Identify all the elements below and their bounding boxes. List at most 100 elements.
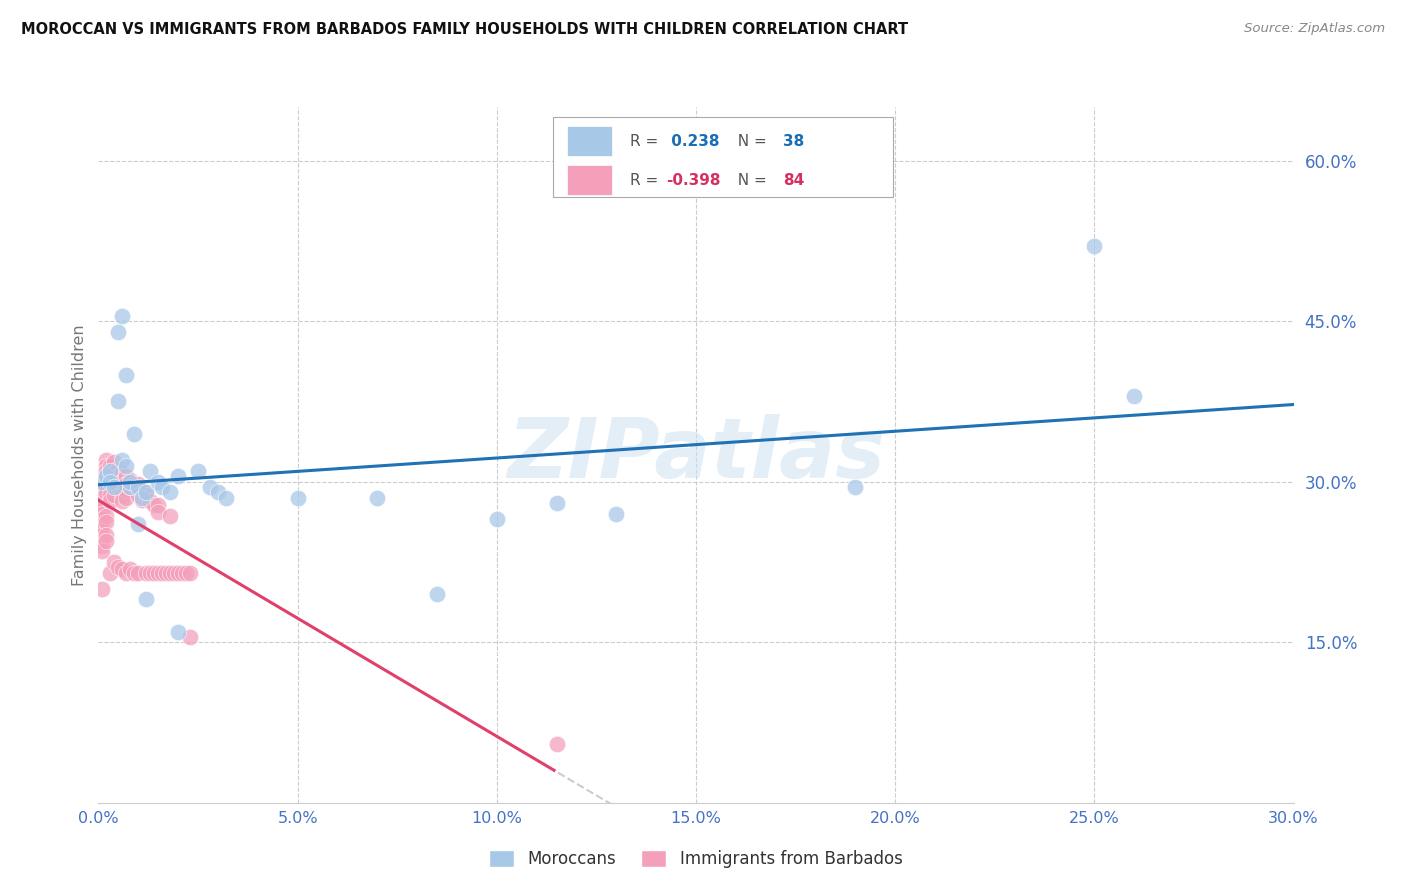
Point [107,560,129,574]
Point [107,469,129,483]
Point [124,426,146,441]
Point [366,491,388,505]
Point [546,496,568,510]
Point [120,473,142,487]
Point [135,592,157,607]
Point [100,566,122,580]
Point [91,491,114,505]
Point [159,485,181,500]
Point [167,566,190,580]
Point [172,566,194,580]
Text: R =: R = [630,172,664,187]
Point [91,480,114,494]
Point [546,737,568,751]
Point [103,466,125,480]
Point [150,480,173,494]
Point [100,475,122,489]
Point [96,528,118,542]
Point [426,587,449,601]
Point [139,464,162,478]
Text: 38: 38 [783,134,804,149]
Point [91,528,114,542]
Point [120,480,142,494]
Point [91,469,114,483]
Point [96,508,118,523]
Point [167,624,190,639]
Point [96,458,118,473]
Point [96,516,118,530]
Point [115,469,138,483]
Point [187,464,209,478]
Point [115,483,138,498]
Point [111,494,134,508]
Point [103,555,125,569]
Point [215,491,238,505]
Point [485,512,508,526]
Point [127,487,149,501]
Point [91,475,114,489]
Point [148,566,170,580]
Point [91,507,114,521]
Point [100,473,122,487]
Point [91,475,114,489]
Point [111,309,134,323]
Point [91,544,114,558]
Text: -0.398: -0.398 [666,172,721,187]
Text: Source: ZipAtlas.com: Source: ZipAtlas.com [1244,22,1385,36]
Point [91,485,114,500]
Point [135,566,157,580]
Y-axis label: Family Households with Children: Family Households with Children [72,324,87,586]
Point [163,566,186,580]
Text: N =: N = [728,134,772,149]
Point [174,566,197,580]
FancyBboxPatch shape [567,126,613,156]
Point [159,566,181,580]
Point [1123,389,1146,403]
Point [91,501,114,516]
Point [96,469,118,483]
Point [96,469,118,483]
Point [120,475,142,489]
Point [115,566,138,580]
Point [131,491,153,505]
Point [127,566,149,580]
Text: R =: R = [630,134,664,149]
Point [135,485,157,500]
Text: MOROCCAN VS IMMIGRANTS FROM BARBADOS FAMILY HOUSEHOLDS WITH CHILDREN CORRELATION: MOROCCAN VS IMMIGRANTS FROM BARBADOS FAM… [21,22,908,37]
Point [139,566,162,580]
FancyBboxPatch shape [553,118,893,197]
Point [96,480,118,494]
Point [127,480,149,494]
Text: 84: 84 [783,172,804,187]
Point [96,475,118,489]
Point [135,487,157,501]
Point [107,480,129,494]
Point [111,562,134,576]
Point [115,491,138,505]
Point [107,394,129,409]
Point [150,566,173,580]
Point [91,533,114,548]
Point [115,368,138,382]
Point [127,476,149,491]
Point [159,508,181,523]
Point [91,517,114,532]
Point [96,453,118,467]
Point [115,458,138,473]
Point [124,566,146,580]
Text: 0.238: 0.238 [666,134,720,149]
Point [100,494,122,508]
Point [111,453,134,467]
Point [100,487,122,501]
Text: N =: N = [728,172,772,187]
Point [100,479,122,493]
Point [148,505,170,519]
Point [103,487,125,501]
Point [120,480,142,494]
Point [198,480,221,494]
Point [131,483,153,498]
FancyBboxPatch shape [567,165,613,195]
Point [96,464,118,478]
Point [103,455,125,469]
Point [107,325,129,339]
